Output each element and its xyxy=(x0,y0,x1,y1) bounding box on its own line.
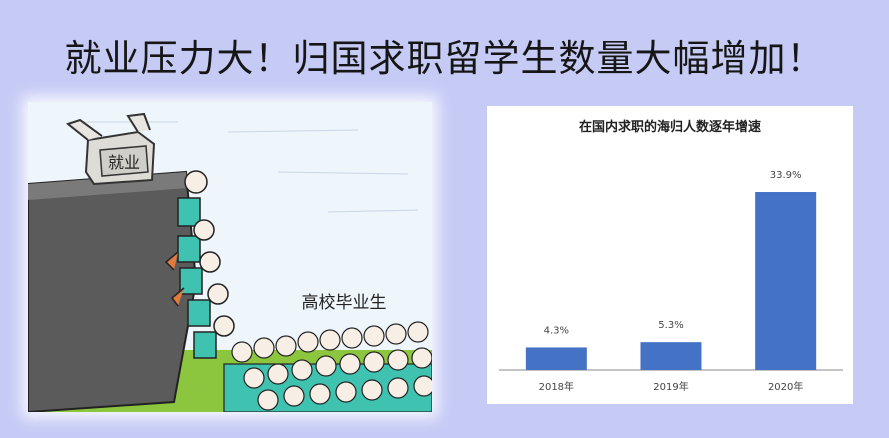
graduate-crowd xyxy=(223,321,432,412)
cartoon-illustration: 就业 xyxy=(28,102,432,412)
chart-title: 在国内求职的海归人数逐年增速 xyxy=(579,119,761,135)
bar-2 xyxy=(755,192,817,370)
job-box-label: 就业 xyxy=(108,153,140,172)
bar-1 xyxy=(640,342,702,370)
value-label-0: 4.3% xyxy=(544,325,569,336)
cartoon-svg: 就业 xyxy=(28,102,432,412)
bar-0 xyxy=(525,347,587,370)
value-label-2: 33.9% xyxy=(770,170,802,181)
category-tick-2: 2020年 xyxy=(768,380,803,393)
climbing-graduates xyxy=(164,170,235,359)
bars-layer xyxy=(525,192,817,370)
value-label-1: 5.3% xyxy=(658,320,683,331)
value-labels-layer: 4.3% 5.3% 33.9% xyxy=(544,170,802,336)
category-ticks-layer: 2018年 2019年 2020年 xyxy=(539,380,804,393)
chart-card: 在国内求职的海归人数逐年增速 4.3% 5.3% 33.9% 2018年 2019年 2… xyxy=(487,106,853,404)
job-box: 就业 xyxy=(65,112,156,186)
category-tick-0: 2018年 xyxy=(539,380,574,393)
slide-title: 就业压力大！归国求职留学生数量大幅增加！ xyxy=(64,37,825,80)
bar-chart: 在国内求职的海归人数逐年增速 4.3% 5.3%33.9% 2018年 2019年 2… xyxy=(499,119,843,393)
category-tick-1: 2019年 xyxy=(653,380,688,393)
cartoon-cliff xyxy=(28,170,198,412)
crowd-label: 高校毕业生 xyxy=(302,293,387,313)
